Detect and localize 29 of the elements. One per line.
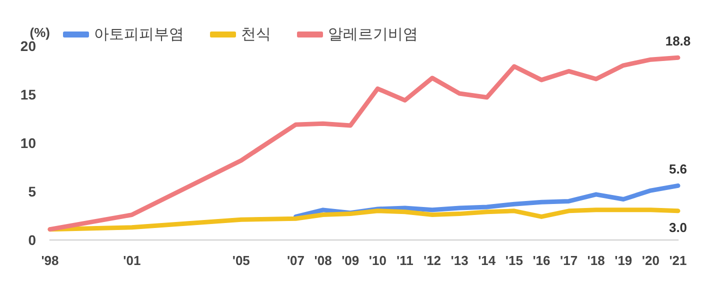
data-label: 5.6 (668, 162, 688, 177)
x-tick-label: '15 (505, 253, 523, 268)
x-tick-label: '17 (560, 253, 578, 268)
x-tick-label: '18 (587, 253, 605, 268)
y-tick-label: 15 (20, 86, 36, 102)
x-tick-label: '12 (423, 253, 442, 268)
y-tick-label: 0 (28, 232, 36, 248)
x-tick-label: '14 (478, 253, 496, 268)
data-label: 3.0 (668, 220, 688, 235)
x-tick-label: '16 (532, 253, 550, 268)
x-tick-label: '07 (286, 253, 305, 268)
y-tick-label: 10 (20, 135, 36, 151)
x-tick-label: '01 (123, 253, 141, 268)
legend-label: 천식 (241, 26, 271, 43)
x-tick-label: '11 (396, 253, 414, 268)
x-tick-label: '19 (614, 253, 632, 268)
legend-label: 아토피피부염 (94, 26, 184, 43)
x-tick-label: '08 (314, 253, 332, 268)
x-tick-label: '20 (642, 253, 660, 268)
x-tick-label: '09 (342, 253, 360, 268)
x-tick-label: '13 (450, 253, 468, 268)
legend-label: 알레르기비염 (328, 26, 418, 43)
x-tick-label: '98 (41, 253, 59, 268)
y-tick-label: 5 (28, 184, 36, 200)
x-tick-label: '05 (232, 253, 250, 268)
y-axis-title: (%) (30, 25, 50, 40)
data-label: 18.8 (665, 34, 691, 49)
x-tick-label: '21 (669, 253, 687, 268)
x-tick-label: '10 (368, 253, 386, 268)
